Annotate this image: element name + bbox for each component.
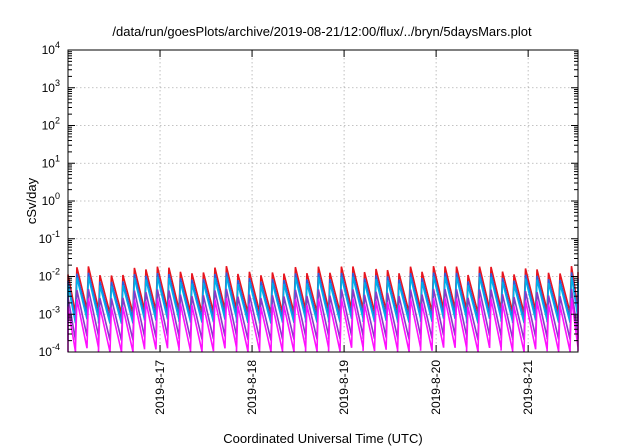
y-tick-label: 10-2 (39, 267, 60, 284)
x-tick-label: 2019-8-21 (521, 360, 535, 415)
chart-title: /data/run/goesPlots/archive/2019-08-21/1… (112, 24, 532, 39)
x-tick-label: 2019-8-18 (245, 360, 259, 415)
y-tick-label: 102 (42, 116, 60, 133)
y-tick-label: 10-4 (39, 342, 60, 359)
y-tick-label: 10-3 (39, 304, 60, 321)
y-tick-label: 104 (42, 40, 60, 57)
axis-ticks (68, 49, 578, 353)
y-tick-label: 10-1 (39, 229, 60, 246)
series-line-5 (67, 297, 579, 353)
y-axis-label: cSv/day (24, 177, 39, 224)
tick-labels: 10-4 10-3 10-2 10-1 100 101 102 103 104 2019-8-17… (39, 40, 536, 415)
series-layer (67, 265, 579, 353)
y-tick-label: 100 (42, 191, 60, 208)
x-axis-label: Coordinated Universal Time (UTC) (223, 431, 422, 446)
y-tick-label: 101 (42, 153, 60, 170)
x-tick-label: 2019-8-17 (153, 360, 167, 415)
x-tick-label: 2019-8-20 (429, 360, 443, 415)
y-tick-label: 103 (42, 78, 60, 95)
x-tick-label: 2019-8-19 (337, 360, 351, 415)
